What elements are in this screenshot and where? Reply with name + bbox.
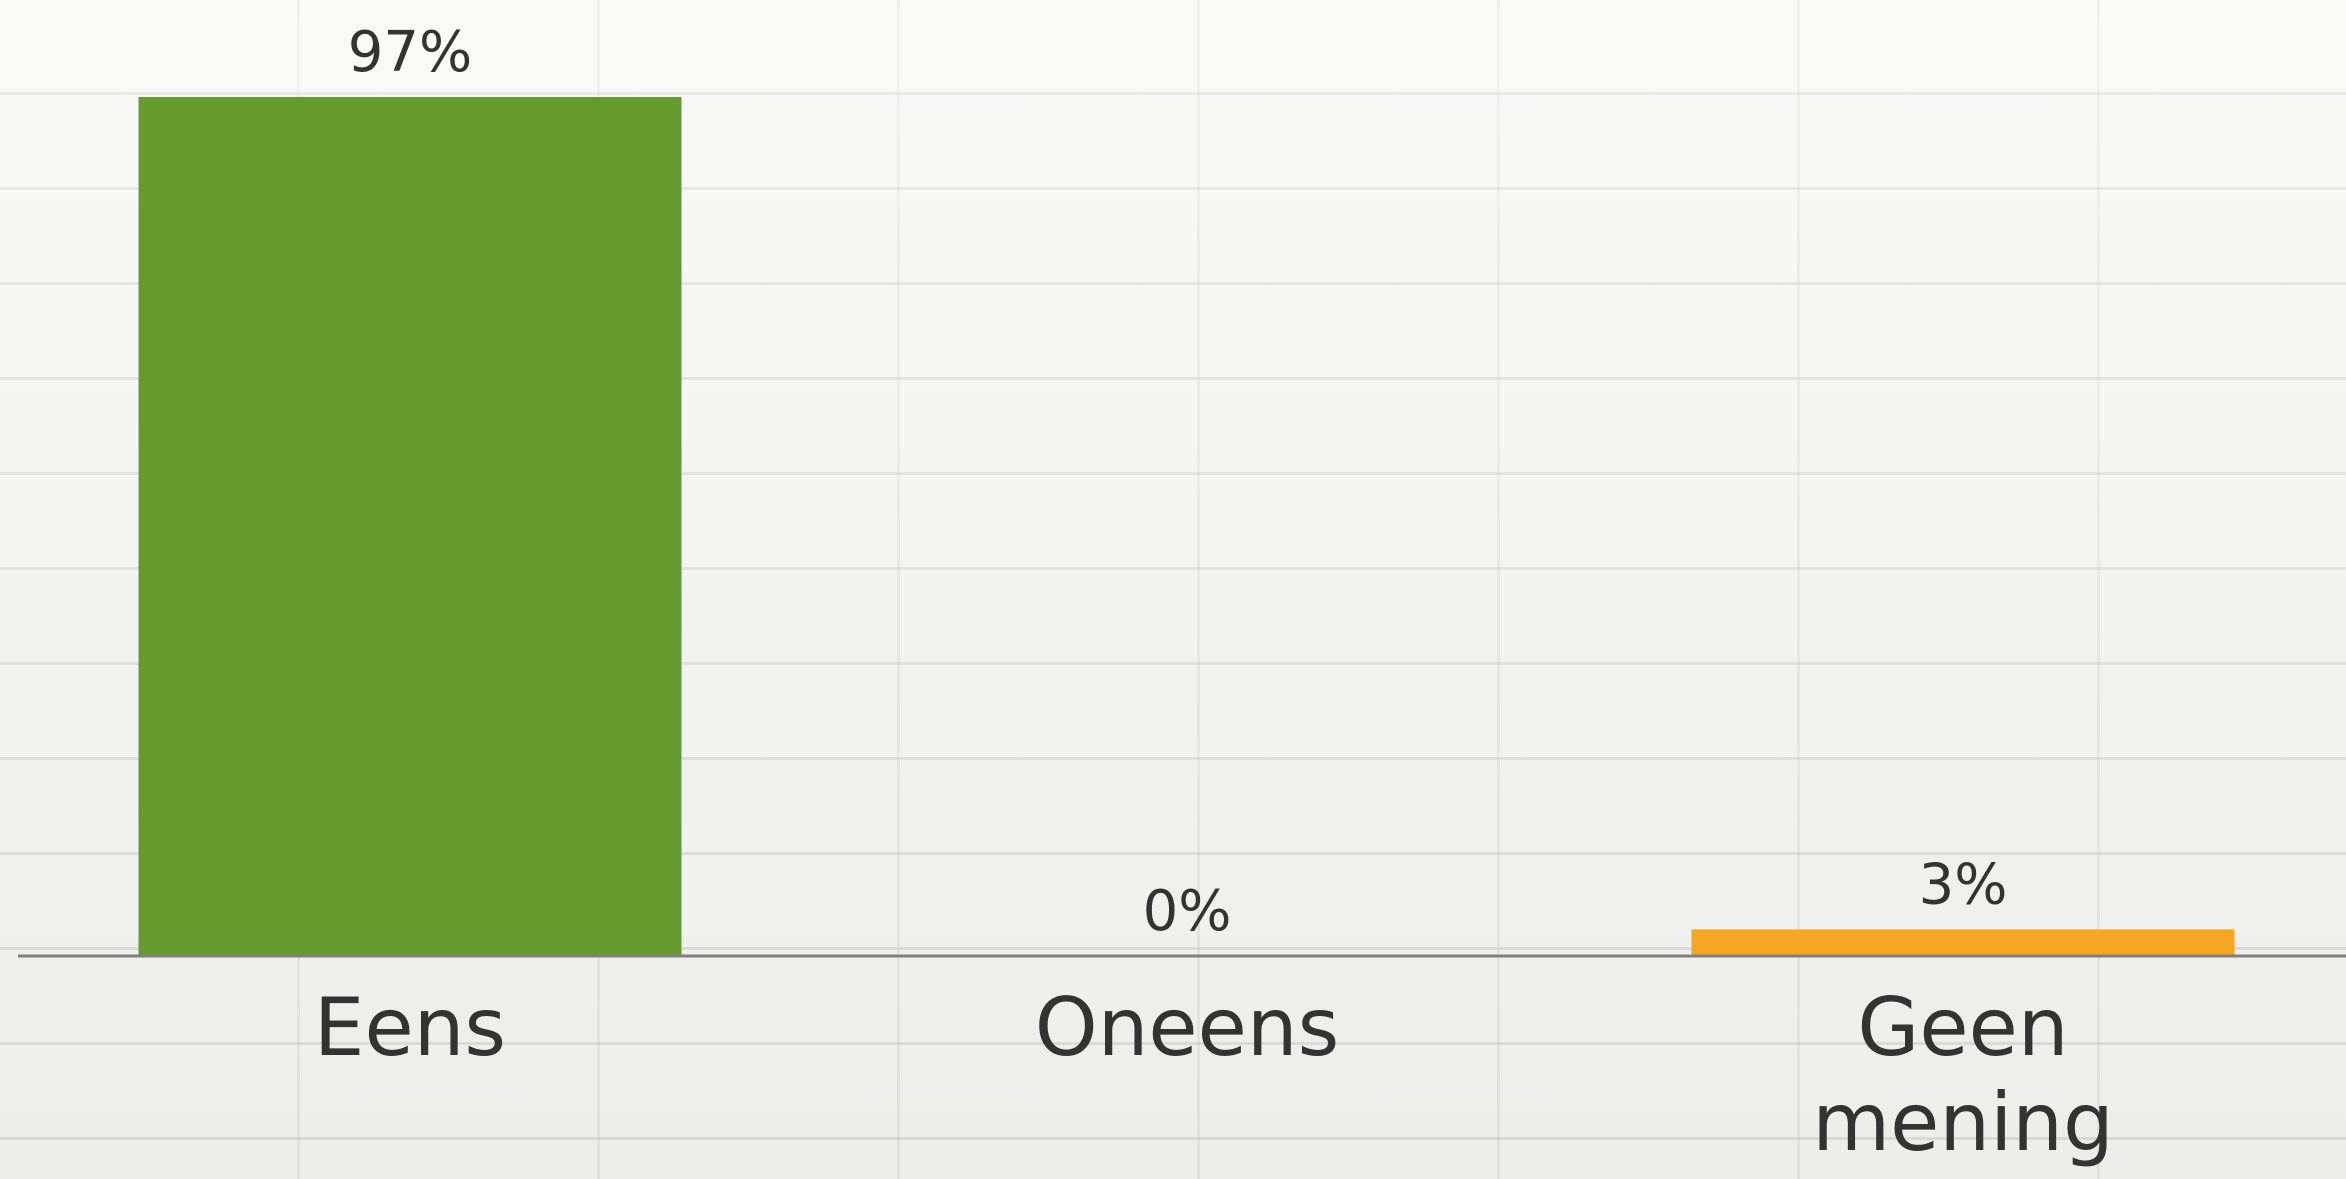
category-label: Oneens xyxy=(1035,981,1340,1074)
value-label: 3% xyxy=(1919,852,2008,917)
category-label: Geen xyxy=(1857,981,2068,1074)
value-label: 0% xyxy=(1143,879,1232,944)
value-label: 97% xyxy=(348,20,472,85)
bars-layer xyxy=(138,97,2235,956)
category-label: Eens xyxy=(314,981,506,1074)
bar-geen-mening xyxy=(1691,929,2235,956)
value-labels-layer: 97% 0% 3% xyxy=(348,20,2008,944)
category-label: mening xyxy=(1812,1076,2114,1169)
bar-eens xyxy=(138,97,682,956)
